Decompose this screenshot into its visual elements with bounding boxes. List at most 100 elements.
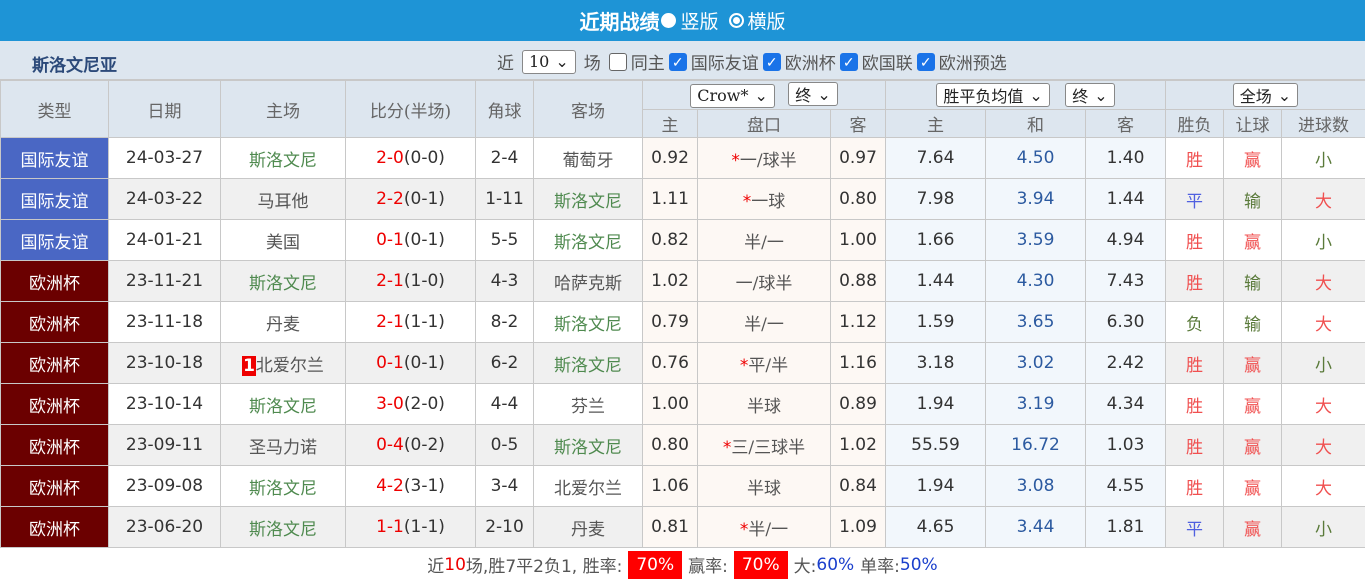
period-select[interactable]: 全场 ⌄ bbox=[1232, 83, 1299, 107]
handicap-selects: Crow* ⌄ 终 ⌄ bbox=[642, 80, 886, 110]
handicap-result: 输 bbox=[1223, 260, 1282, 302]
checkbox-euro-qual[interactable]: ✓ bbox=[916, 52, 935, 71]
odds-draw: 3.94 bbox=[985, 178, 1086, 220]
summary-text: 赢率: bbox=[688, 557, 728, 577]
radio-vertical-label[interactable]: 竖版 bbox=[680, 11, 719, 33]
handicap-away-odds: 1.09 bbox=[830, 506, 886, 548]
table-row[interactable]: 欧洲杯 23-10-18 1北爱尔兰 0-1(0-1) 6-2 斯洛文尼 0.76 *平/半 1… bbox=[0, 342, 1365, 384]
corners: 8-2 bbox=[475, 301, 534, 343]
stage-select-2[interactable]: 终 ⌄ bbox=[1065, 83, 1115, 107]
match-type[interactable]: 欧洲杯 bbox=[0, 342, 109, 384]
match-date: 23-11-21 bbox=[108, 260, 221, 302]
odds-draw: 4.50 bbox=[985, 137, 1086, 179]
home-team[interactable]: 美国 bbox=[220, 219, 346, 261]
away-team[interactable]: 芬兰 bbox=[533, 383, 643, 425]
away-team[interactable]: 斯洛文尼 bbox=[533, 342, 643, 384]
table-row[interactable]: 欧洲杯 23-06-20 斯洛文尼 1-1(1-1) 2-10 丹麦 0.81 *半/一 1.0… bbox=[0, 506, 1365, 548]
table-row[interactable]: 欧洲杯 23-11-18 丹麦 2-1(1-1) 8-2 斯洛文尼 0.79 半/一 1.12 1… bbox=[0, 301, 1365, 343]
handicap-away-odds: 1.16 bbox=[830, 342, 886, 384]
handicap-value: 三/三球半 bbox=[731, 437, 806, 458]
handicap-home-odds: 0.80 bbox=[642, 424, 698, 466]
score[interactable]: 2-0(0-0) bbox=[345, 137, 476, 179]
table-row[interactable]: 欧洲杯 23-09-08 斯洛文尼 4-2(3-1) 3-4 北爱尔兰 1.06 半球 0.84… bbox=[0, 465, 1365, 507]
home-team[interactable]: 斯洛文尼 bbox=[220, 465, 346, 507]
away-team[interactable]: 葡萄牙 bbox=[533, 137, 643, 179]
label-friendly: 国际友谊 bbox=[690, 54, 759, 74]
label-euro: 欧洲杯 bbox=[784, 54, 836, 74]
red-card-badge: 1 bbox=[242, 355, 256, 376]
goals-result: 大 bbox=[1281, 383, 1365, 425]
radio-vertical[interactable] bbox=[661, 13, 677, 28]
euro-odds-selects: 胜平负均值 ⌄ 终 ⌄ bbox=[885, 80, 1166, 110]
checkbox-friendly[interactable]: ✓ bbox=[668, 52, 687, 71]
handicap-result: 赢 bbox=[1223, 424, 1282, 466]
match-type[interactable]: 国际友谊 bbox=[0, 178, 109, 220]
match-type[interactable]: 欧洲杯 bbox=[0, 301, 109, 343]
home-team[interactable]: 斯洛文尼 bbox=[220, 506, 346, 548]
home-team[interactable]: 马耳他 bbox=[220, 178, 346, 220]
match-date: 23-10-14 bbox=[108, 383, 221, 425]
goals-result: 小 bbox=[1281, 342, 1365, 384]
table-row[interactable]: 欧洲杯 23-11-21 斯洛文尼 2-1(1-0) 4-3 哈萨克斯 1.02 一/球半 0.… bbox=[0, 260, 1365, 302]
odds-type-select[interactable]: 胜平负均值 ⌄ bbox=[936, 83, 1050, 107]
home-team[interactable]: 斯洛文尼 bbox=[220, 383, 346, 425]
home-team[interactable]: 丹麦 bbox=[220, 301, 346, 343]
score[interactable]: 1-1(1-1) bbox=[345, 506, 476, 548]
match-type[interactable]: 国际友谊 bbox=[0, 219, 109, 261]
match-type[interactable]: 欧洲杯 bbox=[0, 260, 109, 302]
match-type[interactable]: 欧洲杯 bbox=[0, 383, 109, 425]
match-type[interactable]: 欧洲杯 bbox=[0, 424, 109, 466]
count-select[interactable]: 10 ⌄ bbox=[522, 49, 576, 74]
odds-away: 4.94 bbox=[1085, 219, 1166, 261]
odds-draw: 3.08 bbox=[985, 465, 1086, 507]
home-team[interactable]: 斯洛文尼 bbox=[220, 137, 346, 179]
score[interactable]: 0-1(0-1) bbox=[345, 342, 476, 384]
away-team[interactable]: 丹麦 bbox=[533, 506, 643, 548]
handicap-mark: * bbox=[739, 355, 749, 376]
score[interactable]: 4-2(3-1) bbox=[345, 465, 476, 507]
odds-away: 4.34 bbox=[1085, 383, 1166, 425]
away-team[interactable]: 北爱尔兰 bbox=[533, 465, 643, 507]
home-team[interactable]: 圣马力诺 bbox=[220, 424, 346, 466]
score[interactable]: 3-0(2-0) bbox=[345, 383, 476, 425]
table-row[interactable]: 国际友谊 24-03-22 马耳他 2-2(0-1) 1-11 斯洛文尼 1.11 *一球 0.… bbox=[0, 178, 1365, 220]
company-select[interactable]: Crow* ⌄ bbox=[690, 83, 775, 108]
home-team[interactable]: 1北爱尔兰 bbox=[220, 342, 346, 384]
handicap-line: 半球 bbox=[697, 465, 831, 507]
radio-horizontal-label[interactable]: 横版 bbox=[747, 11, 786, 33]
odds-away: 1.40 bbox=[1085, 137, 1166, 179]
away-team[interactable]: 哈萨克斯 bbox=[533, 260, 643, 302]
score[interactable]: 2-1(1-0) bbox=[345, 260, 476, 302]
odds-away: 1.81 bbox=[1085, 506, 1166, 548]
handicap-home-odds: 0.82 bbox=[642, 219, 698, 261]
score[interactable]: 2-1(1-1) bbox=[345, 301, 476, 343]
same-home-checkbox[interactable] bbox=[608, 52, 627, 71]
table-row[interactable]: 欧洲杯 23-10-14 斯洛文尼 3-0(2-0) 4-4 芬兰 1.00 半球 0.89 1.… bbox=[0, 383, 1365, 425]
match-type[interactable]: 欧洲杯 bbox=[0, 506, 109, 548]
checkbox-euro[interactable]: ✓ bbox=[762, 52, 781, 71]
away-team-name: 葡萄牙 bbox=[562, 150, 614, 171]
score[interactable]: 0-1(0-1) bbox=[345, 219, 476, 261]
odds-home: 1.94 bbox=[885, 465, 986, 507]
away-team[interactable]: 斯洛文尼 bbox=[533, 424, 643, 466]
score[interactable]: 2-2(0-1) bbox=[345, 178, 476, 220]
full-score: 0-1 bbox=[376, 353, 404, 373]
handicap-away-odds: 1.00 bbox=[830, 219, 886, 261]
games-label: 场 bbox=[583, 54, 601, 74]
away-team[interactable]: 斯洛文尼 bbox=[533, 301, 643, 343]
match-type[interactable]: 国际友谊 bbox=[0, 137, 109, 179]
subcol-header: 主 bbox=[885, 109, 986, 138]
score[interactable]: 0-4(0-2) bbox=[345, 424, 476, 466]
match-type[interactable]: 欧洲杯 bbox=[0, 465, 109, 507]
away-team[interactable]: 斯洛文尼 bbox=[533, 178, 643, 220]
stage-select-1[interactable]: 终 ⌄ bbox=[788, 82, 838, 107]
corners: 4-4 bbox=[475, 383, 534, 425]
table-row[interactable]: 国际友谊 24-01-21 美国 0-1(0-1) 5-5 斯洛文尼 0.82 半/一 1.00… bbox=[0, 219, 1365, 261]
table-row[interactable]: 国际友谊 24-03-27 斯洛文尼 2-0(0-0) 2-4 葡萄牙 0.92 *一/球半 0… bbox=[0, 137, 1365, 179]
radio-horizontal[interactable] bbox=[728, 13, 744, 28]
home-team[interactable]: 斯洛文尼 bbox=[220, 260, 346, 302]
checkbox-nations-league[interactable]: ✓ bbox=[839, 52, 858, 71]
table-row[interactable]: 欧洲杯 23-09-11 圣马力诺 0-4(0-2) 0-5 斯洛文尼 0.80 *三/三球半… bbox=[0, 424, 1365, 466]
away-team[interactable]: 斯洛文尼 bbox=[533, 219, 643, 261]
col-corner: 角球 bbox=[475, 80, 534, 138]
